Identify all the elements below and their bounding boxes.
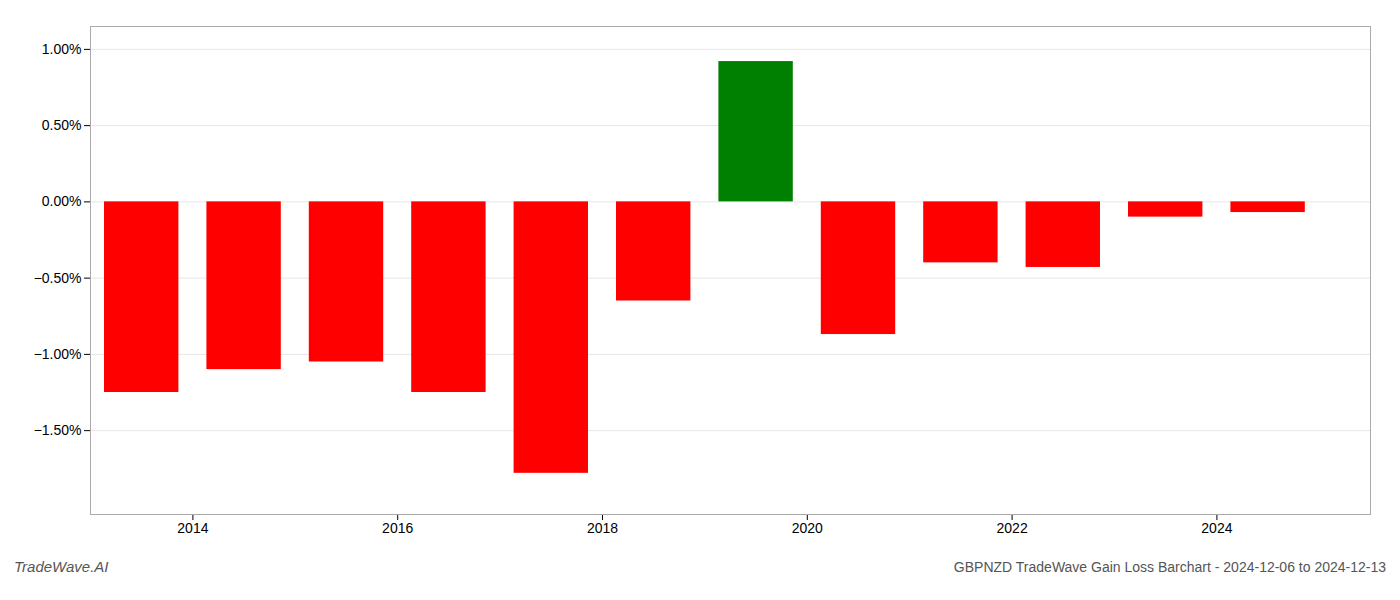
svg-text:1.00%: 1.00% [42, 41, 82, 57]
svg-text:−1.00%: −1.00% [34, 346, 82, 362]
svg-text:2016: 2016 [382, 520, 413, 536]
svg-text:2024: 2024 [1201, 520, 1232, 536]
html-text:TradeWave.AI: TradeWave.AI [14, 558, 109, 575]
svg-text:2018: 2018 [587, 520, 618, 536]
svg-text:2022: 2022 [997, 520, 1028, 536]
svg-text:0.00%: 0.00% [42, 193, 82, 209]
svg-text:−1.50%: −1.50% [34, 422, 82, 438]
svg-text:−0.50%: −0.50% [34, 270, 82, 286]
svg-text:0.50%: 0.50% [42, 117, 82, 133]
svg-text:2014: 2014 [177, 520, 208, 536]
svg-text:2020: 2020 [792, 520, 823, 536]
html-text:GBPNZD TradeWave Gain Loss Bar: GBPNZD TradeWave Gain Loss Barchart - 20… [953, 559, 1386, 575]
